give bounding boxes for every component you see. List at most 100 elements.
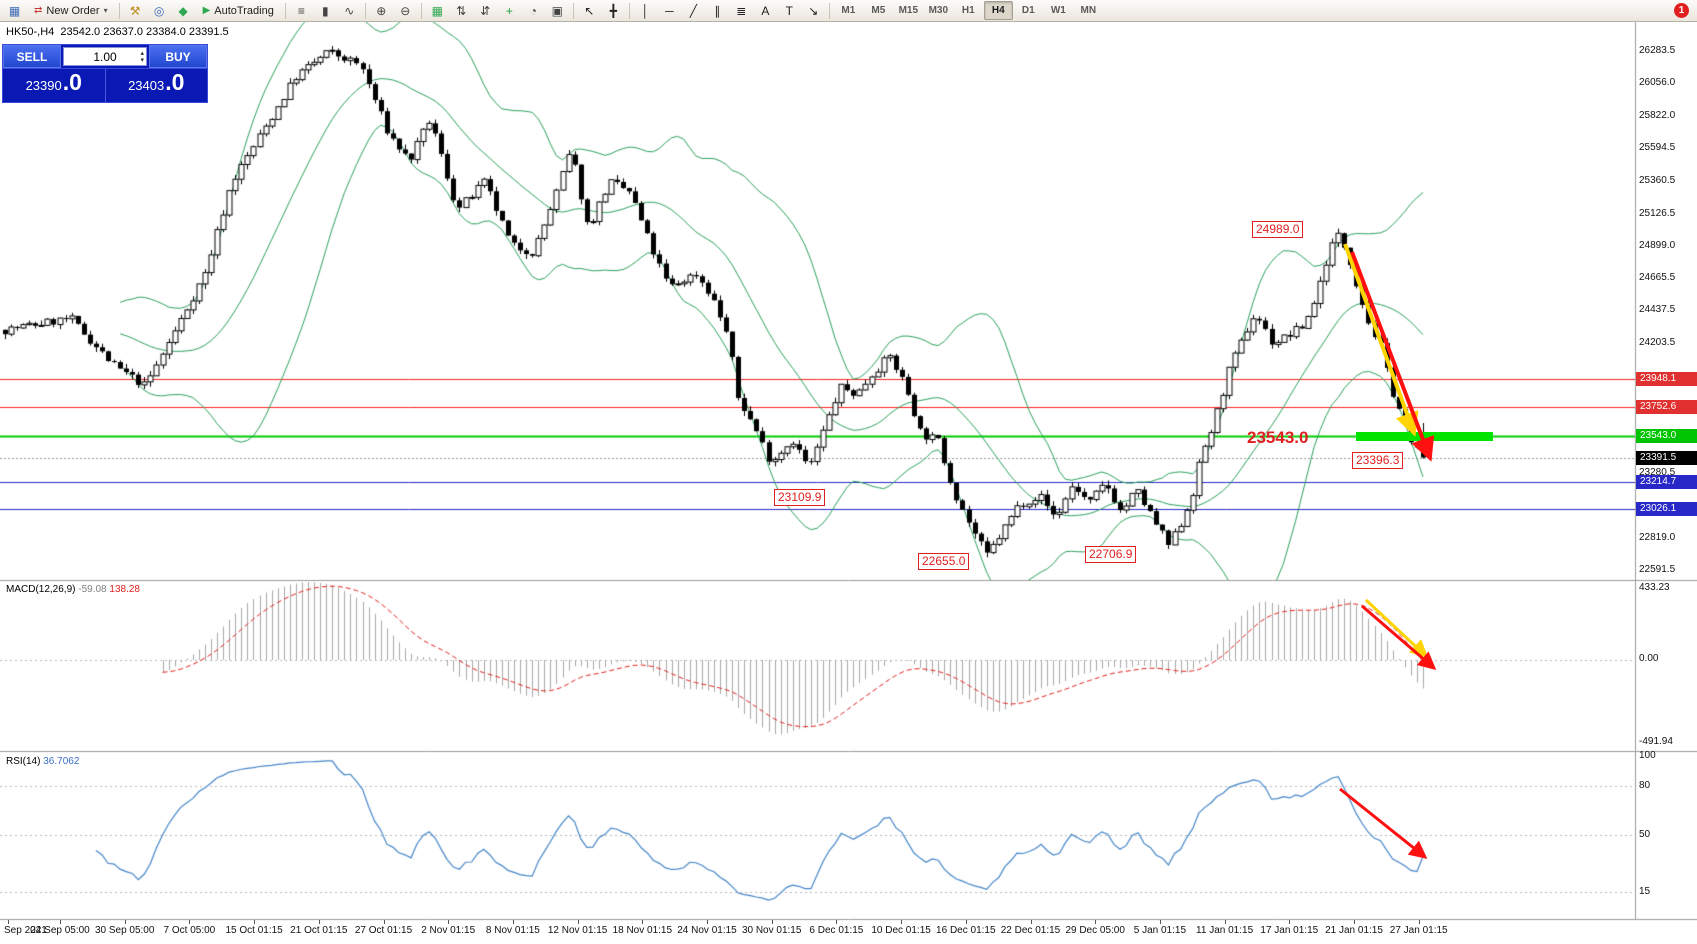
buy-price: 23403 .0 bbox=[106, 69, 208, 102]
line-chart-icon[interactable]: ∿ bbox=[344, 3, 355, 18]
price-annotation-box[interactable]: 22655.0 bbox=[918, 553, 970, 570]
toolbar-separator bbox=[828, 2, 830, 19]
price-annotation-box[interactable]: 24989.0 bbox=[1252, 221, 1304, 238]
time-axis-label: 16 Dec 01:15 bbox=[936, 925, 996, 936]
vertical-line-icon[interactable]: │ bbox=[641, 3, 650, 18]
highlight-zone[interactable] bbox=[1356, 432, 1493, 441]
buy-button[interactable]: BUY bbox=[149, 45, 207, 68]
price-tag: 23543.0 bbox=[1636, 429, 1697, 444]
horizontal-line-icon[interactable]: ─ bbox=[665, 3, 674, 18]
toolbar-separator bbox=[420, 2, 422, 19]
market-watch-icon[interactable]: ◆ bbox=[178, 3, 188, 18]
time-axis-tick bbox=[707, 920, 708, 924]
price-annotation-box[interactable]: 22706.9 bbox=[1085, 546, 1137, 563]
crosshair-icon[interactable]: ╋ bbox=[609, 3, 617, 18]
price-axis-label: 23280.5 bbox=[1639, 467, 1676, 479]
volume-input[interactable]: 1.00 ▴ ▾ bbox=[63, 47, 147, 66]
timeframe-M15[interactable]: M15 bbox=[898, 5, 919, 16]
timeframe-W1[interactable]: W1 bbox=[1050, 5, 1066, 16]
timeframe-M30[interactable]: M30 bbox=[928, 5, 949, 16]
toolbar-separator bbox=[572, 2, 574, 19]
time-axis-label: 5 Jan 01:15 bbox=[1133, 925, 1187, 936]
time-axis-label: 18 Nov 01:15 bbox=[612, 925, 673, 936]
price-tag: 23214.7 bbox=[1636, 475, 1697, 490]
new-order-button[interactable]: ⇄ New Order ▾ bbox=[27, 1, 115, 21]
time-axis-tick bbox=[1159, 920, 1161, 924]
timeframe-D1[interactable]: D1 bbox=[1021, 5, 1035, 16]
toolbar: ▦ ⇄ New Order ▾ ⚒ ◎ ◆ ▶ AutoTrading ≡ ▮ ∿ ⊕ ⊖ ▦ ⇅ ⇵ + ◔ ▣ ↖ ╋… bbox=[0, 0, 1697, 22]
time-axis-label: 11 Jan 01:15 bbox=[1196, 925, 1254, 936]
volume-decrease-button[interactable]: ▾ bbox=[140, 56, 144, 64]
sell-price: 23390 .0 bbox=[3, 69, 105, 102]
macd-title: MACD(12,26,9) bbox=[6, 584, 76, 595]
price-annotation-box[interactable]: 23109.9 bbox=[774, 489, 826, 506]
timeframe-H4[interactable]: H4 bbox=[983, 1, 1013, 20]
price-axis-label: 25126.5 bbox=[1639, 207, 1676, 219]
volume-increase-button[interactable]: ▴ bbox=[140, 49, 144, 57]
volume-stepper: ▴ ▾ bbox=[140, 48, 144, 65]
macd-axis-label: 0.00 bbox=[1639, 653, 1659, 664]
time-axis-label: 7 Oct 05:00 bbox=[163, 925, 216, 936]
bar-chart-icon[interactable]: ≡ bbox=[297, 3, 305, 18]
time-axis-tick bbox=[965, 920, 967, 924]
price-axis-label: 25594.5 bbox=[1639, 141, 1676, 153]
sort-up-icon[interactable]: ⇅ bbox=[456, 3, 467, 18]
new-order-button-icon: ⇄ bbox=[34, 5, 43, 16]
zoom-out-icon[interactable]: ⊖ bbox=[400, 3, 411, 18]
time-axis-label: 24 Nov 01:15 bbox=[677, 925, 737, 936]
price-tag: 23391.5 bbox=[1636, 450, 1697, 465]
new-order-button-caret: ▾ bbox=[103, 6, 108, 15]
channel-icon[interactable]: ∥ bbox=[714, 3, 721, 18]
cursor-icon[interactable]: ↖ bbox=[584, 3, 595, 18]
timeframe-H1[interactable]: H1 bbox=[961, 5, 975, 16]
time-axis-label: 12 Nov 01:15 bbox=[547, 925, 608, 936]
time-axis-tick bbox=[124, 920, 126, 924]
toolbar-separator bbox=[628, 2, 630, 19]
price-axis-label: 24899.0 bbox=[1639, 239, 1676, 251]
chart-icon[interactable]: ▦ bbox=[8, 3, 21, 18]
rsi-value: 36.7062 bbox=[43, 756, 80, 767]
tile-windows-icon[interactable]: ▦ bbox=[431, 3, 443, 18]
rsi-label: RSI(14) 36.7062 bbox=[6, 756, 79, 767]
periods-icon[interactable]: ◔ bbox=[529, 3, 537, 18]
label-icon[interactable]: T bbox=[785, 3, 793, 18]
price-axis-label: 22819.0 bbox=[1639, 531, 1676, 543]
data-window-icon[interactable]: ◎ bbox=[153, 3, 165, 18]
indicators-icon[interactable]: + bbox=[505, 3, 513, 18]
sell-button[interactable]: SELL bbox=[3, 45, 61, 68]
timeframe-MN[interactable]: MN bbox=[1080, 5, 1097, 16]
price-axis-label: 24437.5 bbox=[1639, 304, 1676, 316]
time-axis-label: 10 Dec 01:15 bbox=[871, 925, 931, 936]
price-annotation-box[interactable]: 23396.3 bbox=[1352, 452, 1404, 469]
toolbar-separator bbox=[118, 2, 120, 19]
time-axis-tick bbox=[642, 920, 644, 924]
notification-badge[interactable]: 1 bbox=[1674, 3, 1689, 18]
candlestick-chart-icon[interactable]: ▮ bbox=[322, 3, 329, 18]
fibonacci-icon[interactable]: ≣ bbox=[736, 3, 747, 18]
time-axis-label: 30 Nov 01:15 bbox=[741, 925, 802, 936]
rsi-axis-label: 100 bbox=[1639, 750, 1656, 761]
sort-down-icon[interactable]: ⇵ bbox=[480, 3, 491, 18]
price-annotation-23543[interactable]: 23543.0 bbox=[1247, 428, 1309, 447]
time-axis-tick bbox=[1224, 920, 1226, 924]
time-axis-label: Sep 2021 bbox=[4, 925, 47, 936]
toolbar-separator bbox=[364, 2, 366, 19]
expert-advisors-icon[interactable]: ⚒ bbox=[129, 3, 141, 18]
templates-icon[interactable]: ▣ bbox=[551, 3, 563, 18]
autotrading-button[interactable]: ▶ AutoTrading bbox=[196, 1, 281, 21]
timeframe-M5[interactable]: M5 bbox=[871, 5, 886, 16]
trendline-icon[interactable]: ╱ bbox=[689, 3, 697, 18]
price-axis-label: 26056.0 bbox=[1639, 77, 1676, 88]
rsi-axis-label: 50 bbox=[1639, 829, 1651, 840]
text-icon[interactable]: A bbox=[761, 3, 770, 18]
time-axis-tick bbox=[189, 920, 191, 924]
arrows-icon[interactable]: ↘ bbox=[808, 3, 819, 18]
time-axis-tick bbox=[254, 920, 256, 924]
zoom-in-icon[interactable]: ⊕ bbox=[376, 3, 387, 18]
buy-price-main: 23403 bbox=[128, 78, 165, 93]
macd-label: MACD(12,26,9) -59.08 138.28 bbox=[6, 584, 140, 595]
autotrading-button-icon: ▶ bbox=[202, 5, 211, 16]
time-axis-tick bbox=[1289, 920, 1291, 924]
timeframe-M1[interactable]: M1 bbox=[841, 5, 856, 16]
